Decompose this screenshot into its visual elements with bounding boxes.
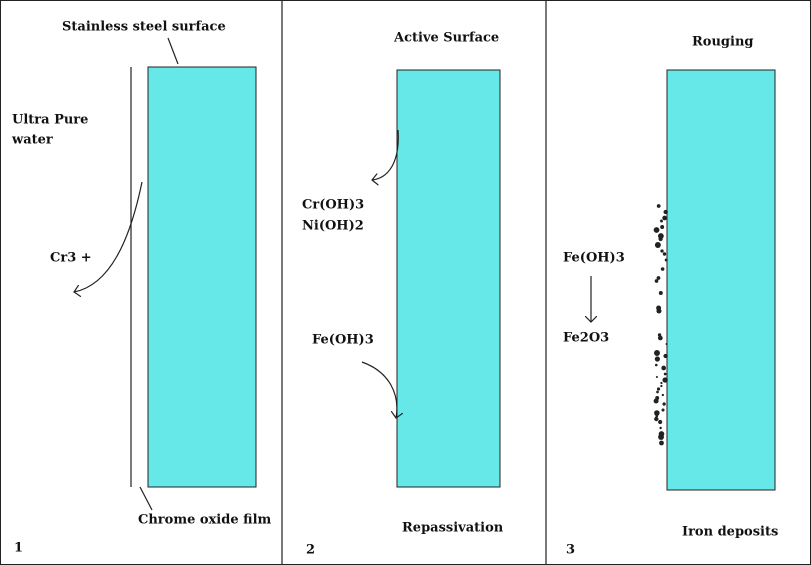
iron-deposit xyxy=(661,408,664,411)
iron-deposit xyxy=(661,267,665,271)
label: Stainless steel surface xyxy=(62,20,226,35)
iron-deposit xyxy=(655,364,658,367)
label: Iron deposits xyxy=(682,525,778,540)
iron-deposit xyxy=(660,385,662,387)
iron-deposit xyxy=(659,237,663,241)
iron-deposit xyxy=(662,216,667,221)
iron-deposit xyxy=(658,336,663,341)
panel-1: Stainless steel surface Ultra Pure water… xyxy=(11,20,272,556)
label: Cr3 + xyxy=(50,251,92,266)
iron-deposit xyxy=(654,417,658,421)
label: Cr(OH)3 xyxy=(302,198,364,213)
iron-deposit xyxy=(662,394,664,396)
label: Fe(OH)3 xyxy=(312,333,374,348)
iron-deposit xyxy=(663,210,667,214)
arrow xyxy=(74,182,142,292)
iron-deposit xyxy=(661,366,666,371)
iron-deposit xyxy=(660,249,663,252)
iron-deposit xyxy=(666,343,668,345)
panel-number: 1 xyxy=(14,541,23,556)
iron-deposit xyxy=(659,441,664,446)
iron-deposit xyxy=(658,420,662,424)
label: Fe(OH)3 xyxy=(563,251,625,266)
steel-wall xyxy=(667,70,775,490)
arrow xyxy=(362,362,397,418)
label: Chrome oxide film xyxy=(138,513,272,528)
label: Rouging xyxy=(692,35,754,50)
iron-deposit xyxy=(663,252,666,255)
iron-deposit xyxy=(660,225,664,229)
iron-deposit xyxy=(655,356,660,361)
iron-deposit xyxy=(654,398,659,403)
steel-wall xyxy=(148,67,256,487)
iron-deposit xyxy=(655,242,661,248)
iron-deposit xyxy=(662,377,667,382)
panel-2: Active Surface Cr(OH)3 Ni(OH)2 Fe(OH)3 R… xyxy=(302,31,504,558)
label: Ultra Pure xyxy=(12,113,88,128)
iron-deposit xyxy=(658,434,664,440)
label: water xyxy=(11,133,53,148)
iron-deposit xyxy=(665,259,668,262)
iron-deposit xyxy=(656,308,661,313)
label: Ni(OH)2 xyxy=(302,219,364,234)
label: Active Surface xyxy=(393,31,499,46)
iron-deposit xyxy=(654,227,660,233)
iron-deposit xyxy=(663,354,667,358)
diagram: Stainless steel surface Ultra Pure water… xyxy=(0,0,811,565)
iron-deposit xyxy=(657,204,661,208)
leader-line xyxy=(140,487,152,510)
iron-deposit xyxy=(660,220,663,223)
iron-deposit xyxy=(656,391,659,394)
iron-deposit xyxy=(660,382,662,384)
panel-number: 3 xyxy=(566,543,575,558)
iron-deposit xyxy=(659,427,661,429)
iron-deposit xyxy=(659,291,663,295)
panel-number: 2 xyxy=(306,543,315,558)
steel-wall xyxy=(397,70,500,487)
iron-deposit xyxy=(654,350,660,356)
leader-line xyxy=(168,38,178,64)
panel-3: Rouging Fe(OH)3 Fe2O3 Iron deposits 3 xyxy=(563,35,778,558)
iron-deposit xyxy=(655,279,659,283)
arrow xyxy=(372,130,398,180)
label: Fe2O3 xyxy=(563,331,609,346)
iron-deposit xyxy=(656,376,658,378)
iron-deposit xyxy=(662,402,665,405)
iron-deposit xyxy=(664,373,667,376)
iron-deposit xyxy=(657,387,660,390)
label: Repassivation xyxy=(402,521,504,536)
